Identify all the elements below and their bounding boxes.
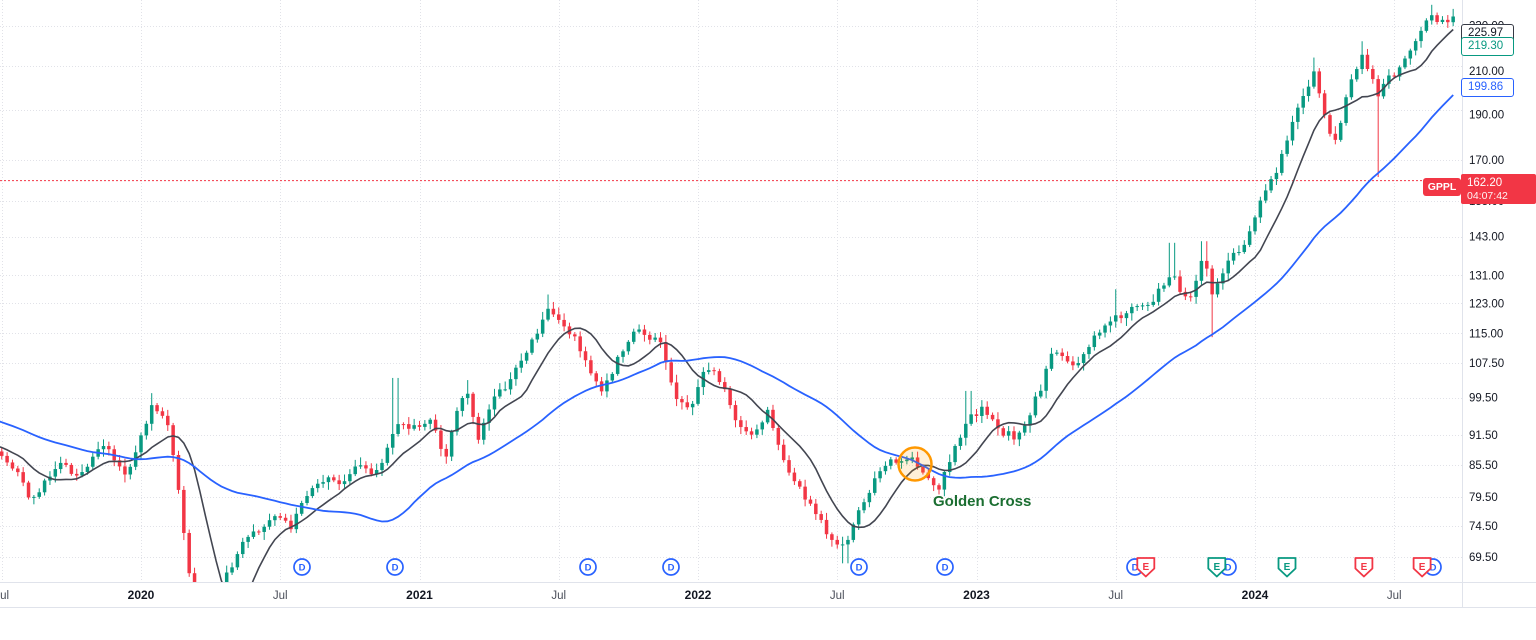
price-axis-label: 91.50 [1469,430,1498,442]
time-axis-label: Jul [551,590,566,602]
svg-text:D: D [668,562,675,573]
svg-text:E: E [1142,562,1149,573]
candles-layer [0,4,1455,582]
svg-text:D: D [1430,562,1437,573]
time-axis-label: Jul [273,590,288,602]
svg-text:D: D [856,562,863,573]
time-axis-label: 2021 [406,588,433,602]
earnings-marker[interactable]: E [1277,557,1297,578]
svg-text:D: D [1225,562,1232,573]
time-axis-label: Jul [1108,590,1123,602]
time-axis-label: 2020 [128,588,155,602]
svg-text:E: E [1419,562,1426,573]
time-axis[interactable]: Jul 2020 Jul 2021 Jul 2022 Jul 2023 Jul 2024 Jul [0,588,1402,602]
earnings-marker[interactable]: E [1136,557,1156,578]
time-axis-label: 2023 [963,588,990,602]
svg-text:E: E [1213,562,1220,573]
time-axis-label: 2024 [1242,588,1269,602]
dividend-marker[interactable]: D [293,558,311,576]
dividend-marker[interactable]: D [579,558,597,576]
svg-text:E: E [1284,562,1291,573]
price-axis-label: 107.50 [1469,358,1504,370]
svg-text:E: E [1361,562,1368,573]
svg-text:D: D [942,562,949,573]
time-axis-label: 2022 [685,588,712,602]
dividend-marker[interactable]: D [936,558,954,576]
price-axis-label: 143.00 [1469,232,1504,244]
svg-text:D: D [299,562,306,573]
price-axis[interactable]: 230.00 210.00 190.00 170.00 155.00 143.00 131.… [1469,21,1504,564]
earnings-marker[interactable]: E [1354,557,1374,578]
svg-text:D: D [585,562,592,573]
price-axis-label: 131.00 [1469,270,1504,282]
dividend-marker[interactable]: D [386,558,404,576]
grid [0,0,1462,582]
earnings-marker[interactable]: E [1207,557,1227,578]
price-axis-label: 79.50 [1469,492,1498,504]
price-axis-label: 99.50 [1469,393,1498,405]
time-axis-label: Jul [1387,590,1402,602]
time-axis-label: Jul [0,590,9,602]
short-ma-line [0,28,1454,582]
earnings-marker[interactable]: E [1412,557,1432,578]
price-axis-label: 210.00 [1469,66,1504,78]
time-axis-label: Jul [830,590,845,602]
price-axis-label: 230.00 [1469,21,1504,33]
svg-text:D: D [392,562,399,573]
price-axis-label: 69.50 [1469,552,1498,564]
price-axis-label: 155.00 [1469,196,1504,208]
price-axis-label: 115.00 [1469,328,1503,340]
price-axis-label: 74.50 [1469,521,1498,533]
dividend-marker[interactable]: D [662,558,680,576]
svg-text:D: D [1132,562,1139,573]
price-axis-label: 190.00 [1469,109,1504,121]
price-axis-label: 170.00 [1469,155,1504,167]
axis-borders [0,0,1536,608]
price-axis-label: 85.50 [1469,460,1498,472]
dividend-marker[interactable]: D [850,558,868,576]
price-axis-label: 123.00 [1469,298,1504,310]
long-ma-line [0,94,1454,523]
golden-cross-circle [897,446,933,482]
